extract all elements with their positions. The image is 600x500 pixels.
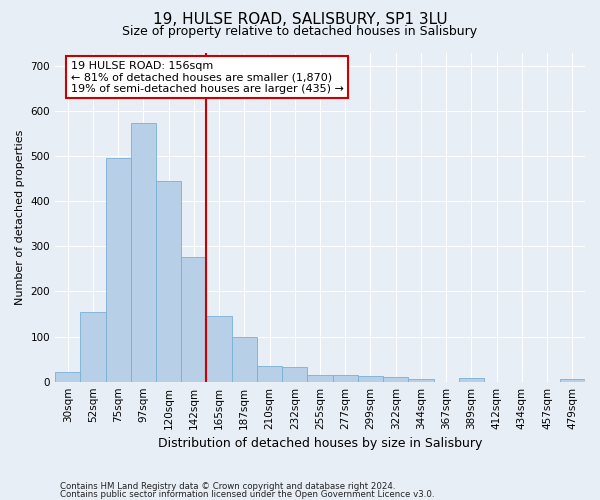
Bar — [55, 372, 80, 382]
Bar — [307, 375, 332, 382]
Text: Contains public sector information licensed under the Open Government Licence v3: Contains public sector information licen… — [60, 490, 434, 499]
Text: 19 HULSE ROAD: 156sqm
← 81% of detached houses are smaller (1,870)
19% of semi-d: 19 HULSE ROAD: 156sqm ← 81% of detached … — [71, 60, 344, 94]
Bar — [257, 366, 282, 382]
Bar — [560, 379, 585, 382]
Bar — [131, 124, 156, 382]
Bar — [459, 378, 484, 382]
X-axis label: Distribution of detached houses by size in Salisbury: Distribution of detached houses by size … — [158, 437, 482, 450]
Bar — [156, 181, 181, 382]
Bar — [80, 312, 106, 382]
Bar — [383, 377, 409, 382]
Bar — [282, 367, 307, 382]
Text: Size of property relative to detached houses in Salisbury: Size of property relative to detached ho… — [122, 25, 478, 38]
Bar — [232, 337, 257, 382]
Text: 19, HULSE ROAD, SALISBURY, SP1 3LU: 19, HULSE ROAD, SALISBURY, SP1 3LU — [152, 12, 448, 28]
Y-axis label: Number of detached properties: Number of detached properties — [15, 130, 25, 305]
Bar — [206, 316, 232, 382]
Bar — [332, 375, 358, 382]
Bar — [106, 158, 131, 382]
Bar — [409, 380, 434, 382]
Text: Contains HM Land Registry data © Crown copyright and database right 2024.: Contains HM Land Registry data © Crown c… — [60, 482, 395, 491]
Bar — [358, 376, 383, 382]
Bar — [181, 257, 206, 382]
